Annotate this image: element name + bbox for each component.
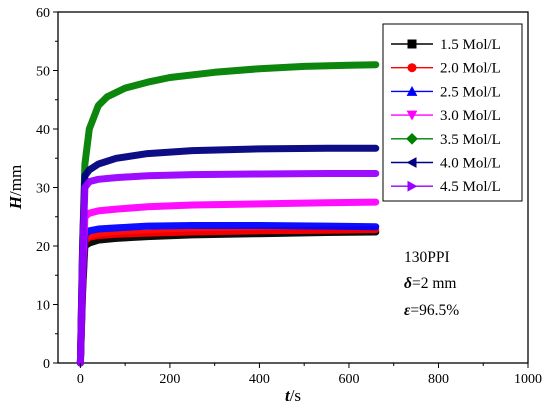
series-line-2 bbox=[76, 226, 380, 367]
legend-items: 1.5 Mol/L 2.0 Mol/L 2.5 Mol/L 3.0 Mol/L 3.5 … bbox=[391, 37, 501, 195]
x-tick-label: 800 bbox=[428, 372, 449, 387]
series-line-7 bbox=[76, 170, 380, 367]
legend-label: 4.5 Mol/L bbox=[440, 179, 501, 195]
series-layer bbox=[76, 61, 380, 367]
x-tick-label: 600 bbox=[338, 372, 359, 387]
y-tick-label: 20 bbox=[36, 240, 50, 255]
series-line-5 bbox=[76, 61, 380, 367]
x-axis-var: t bbox=[285, 386, 291, 405]
legend-marker bbox=[407, 180, 418, 192]
annotation-ppi: 130PPI bbox=[404, 249, 450, 266]
y-tick-label: 30 bbox=[36, 182, 50, 197]
x-tick-label: 200 bbox=[159, 372, 180, 387]
annotation-thickness: δ=2 mm bbox=[404, 275, 456, 292]
y-axis-title: H/mm bbox=[6, 165, 25, 210]
ticks-layer: 0 200 400 600 800 1000 0 10 20 30 40 50 60 bbox=[36, 6, 542, 387]
y-tick-label: 40 bbox=[36, 123, 50, 138]
x-tick-label: 0 bbox=[77, 372, 84, 387]
legend-label: 2.5 Mol/L bbox=[440, 84, 501, 100]
legend-marker bbox=[407, 39, 417, 49]
y-tick-label: 10 bbox=[36, 299, 50, 314]
y-axis-unit: /mm bbox=[6, 165, 25, 196]
legend-marker bbox=[406, 110, 418, 121]
porosity-value: =96.5% bbox=[410, 302, 459, 319]
y-tick-label: 60 bbox=[36, 6, 50, 21]
annotation-porosity: ε=96.5% bbox=[404, 302, 459, 319]
thickness-value: =2 mm bbox=[412, 275, 456, 292]
legend-marker bbox=[406, 132, 418, 145]
series-line-1 bbox=[76, 228, 380, 367]
x-axis-title: t/s bbox=[285, 386, 301, 405]
legend-label: 1.5 Mol/L bbox=[440, 37, 501, 53]
epsilon-symbol: ε bbox=[404, 302, 411, 319]
series-line-3 bbox=[76, 222, 380, 367]
legend-label: 2.0 Mol/L bbox=[440, 61, 501, 77]
legend: 1.5 Mol/L 2.0 Mol/L 2.5 Mol/L 3.0 Mol/L 3.5 … bbox=[382, 23, 523, 202]
legend-label: 3.5 Mol/L bbox=[440, 132, 501, 148]
legend-label: 3.0 Mol/L bbox=[440, 108, 501, 124]
annotation-block: 130PPI δ=2 mm ε=96.5% bbox=[404, 249, 459, 319]
legend-marker bbox=[406, 86, 418, 96]
y-axis-var: H bbox=[6, 195, 25, 210]
y-tick-label: 0 bbox=[43, 357, 50, 372]
legend-label: 4.0 Mol/L bbox=[440, 156, 501, 172]
delta-symbol: δ bbox=[404, 275, 412, 292]
y-tick-label: 50 bbox=[36, 65, 50, 80]
x-tick-label: 1000 bbox=[514, 372, 542, 387]
x-tick-label: 400 bbox=[249, 372, 270, 387]
legend-box bbox=[382, 23, 523, 202]
x-axis-unit: /s bbox=[290, 386, 301, 405]
legend-marker bbox=[407, 63, 417, 73]
legend-marker bbox=[406, 157, 417, 168]
